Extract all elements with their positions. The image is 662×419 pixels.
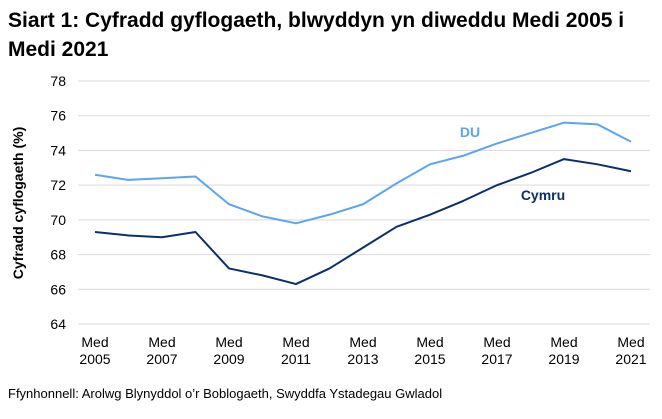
series-label-cymru: Cymru (521, 187, 565, 203)
y-tick-label: 64 (50, 316, 66, 332)
y-tick-label: 70 (50, 212, 66, 228)
x-tick-label: Med (81, 334, 108, 350)
x-tick-label: 2011 (281, 351, 311, 367)
y-tick-label: 72 (50, 177, 66, 193)
x-tick-label: Med (282, 334, 309, 350)
series-line-cymru (94, 158, 632, 286)
x-tick-label: Med (148, 334, 175, 350)
x-tick-label: 2007 (146, 351, 177, 367)
x-tick-label: 2021 (615, 351, 646, 367)
x-tick-label: Med (483, 334, 510, 350)
source-note: Ffynhonnell: Arolwg Blynyddol o’r Boblog… (8, 386, 443, 401)
x-tick-label: 2019 (548, 351, 579, 367)
y-tick-label: 74 (50, 142, 66, 158)
x-tick-label: 2017 (481, 351, 512, 367)
y-axis-label: Cyfradd cyflogaeth (%) (10, 127, 26, 279)
x-tick-label: 2015 (414, 351, 445, 367)
x-tick-label: Med (617, 334, 644, 350)
series-label-du: DU (460, 124, 480, 140)
y-tick-label: 66 (50, 281, 66, 297)
y-tick-label: 78 (50, 73, 66, 89)
x-tick-label: Med (416, 334, 443, 350)
chart-title: Siart 1: Cyfradd gyflogaeth, blwyddyn yn… (8, 9, 625, 61)
x-tick-label: 2013 (347, 351, 378, 367)
x-tick-label: Med (550, 334, 577, 350)
series-line-du (94, 121, 632, 225)
x-tick-label: 2005 (79, 351, 110, 367)
x-tick-label: 2009 (213, 351, 244, 367)
x-tick-label: Med (349, 334, 376, 350)
y-tick-label: 68 (50, 247, 66, 263)
x-tick-label: Med (215, 334, 242, 350)
y-tick-label: 76 (50, 108, 66, 124)
